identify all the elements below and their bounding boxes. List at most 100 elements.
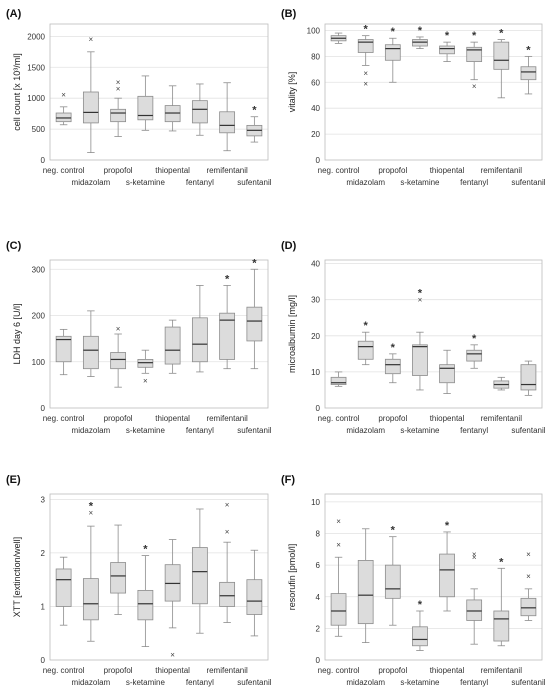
box-iqr [439,364,455,384]
box-plot: ×× [466,550,483,645]
box-iqr [384,358,401,375]
box-plot: * [412,599,428,651]
significance-star: * [499,556,504,568]
box-iqr [137,359,154,368]
significance-star: * [391,342,396,354]
box-plot [520,360,537,396]
outlier-marker: × [143,376,148,385]
panel-d: (D) 0 10 20 30 40 microalbumin [mg/l] neg. cont… [281,240,546,435]
outlier-marker: × [336,517,341,526]
significance-star: * [418,25,423,37]
x-category-label: thiopental [155,166,190,175]
x-category-label: s-ketamine [400,178,440,187]
outlier-marker: × [526,550,531,559]
box-plot [55,328,72,376]
box-plot [357,528,374,644]
box-plot: × [164,539,181,660]
significance-star: * [252,257,257,269]
significance-star: * [472,333,477,345]
box-iqr [55,335,72,363]
significance-star: * [526,44,531,56]
panel-c: (C) 0 100 200 300 LDH day 6 [U/l] neg. control… [6,240,272,435]
box-iqr [384,44,401,61]
y-tick-label: 0 [316,156,321,165]
y-tick-label: 300 [32,265,46,274]
outlier-marker: × [61,90,66,99]
box-iqr [219,312,236,360]
x-category-label: thiopental [430,666,465,675]
y-tick-label: 500 [32,125,46,134]
box-iqr [110,562,127,594]
y-tick-label: 2 [41,549,46,558]
x-category-label: neg. control [43,666,85,675]
y-axis-title: vitality [%] [287,72,297,113]
significance-star: * [391,525,396,537]
x-category-label: neg. control [318,414,360,423]
outlier-marker: × [526,572,531,581]
panel-label: (A) [6,8,22,20]
y-tick-label: 2000 [27,32,45,41]
box-plot: ×× [330,517,347,637]
box-iqr [82,91,99,124]
significance-star: * [499,28,504,40]
x-category-label: sufentanil [237,426,271,435]
box-plot: ×* [412,288,428,391]
box-plot: * [357,320,374,366]
box-plot: × [110,324,127,388]
x-category-label: neg. control [43,166,85,175]
y-tick-label: 40 [311,260,320,269]
outlier-marker: × [116,78,121,87]
x-category-label: neg. control [43,414,85,423]
x-category-label: fentanyl [186,678,214,687]
box-iqr [493,41,510,70]
outlier-marker: × [472,550,477,559]
x-category-label: fentanyl [460,678,488,687]
box-plot: × [55,90,72,126]
x-category-label: sufentanil [237,678,271,687]
y-tick-label: 20 [311,332,320,341]
significance-star: * [252,105,257,117]
x-category-label: fentanyl [186,426,214,435]
y-tick-label: 0 [316,404,321,413]
y-axis-title: resorufin [pmol/l] [287,544,297,611]
box-iqr [110,108,127,123]
y-axis-title: microalbumin [mg/l] [287,295,297,373]
significance-star: * [143,544,148,556]
x-category-label: propofol [104,414,133,423]
x-category-label: fentanyl [186,178,214,187]
x-category-label: remifentanil [206,414,248,423]
box-plot: * [439,30,455,62]
panel-label: (D) [281,240,297,252]
box-plot: * [384,525,401,626]
x-category-label: s-ketamine [126,178,166,187]
y-tick-label: 3 [41,495,46,504]
x-category-label: midazolam [72,178,111,187]
box-iqr [466,599,483,621]
outlier-marker: × [472,82,477,91]
y-tick-label: 80 [311,52,320,61]
x-category-label: sufentanil [511,678,545,687]
x-category-label: propofol [378,414,407,423]
box-plot [330,371,347,387]
significance-star: * [225,273,230,285]
significance-star: * [418,288,423,300]
box-iqr [330,593,347,626]
y-tick-label: 0 [41,656,46,665]
outlier-marker: × [116,324,121,333]
x-category-label: s-ketamine [126,426,166,435]
y-tick-label: 40 [311,104,320,113]
box-plot: ×× [219,501,236,623]
box-plot [82,310,99,377]
x-category-label: neg. control [318,166,360,175]
outlier-marker: × [89,509,94,518]
outlier-marker: × [418,296,423,305]
y-axis-title: LDH day 6 [U/l] [12,303,22,364]
box-iqr [82,335,99,370]
x-category-label: s-ketamine [400,678,440,687]
outlier-marker: × [116,84,121,93]
box-iqr [82,578,99,621]
box-iqr [466,349,483,362]
panel-f: (F) 0 2 4 6 8 10 resorufin [pmol/l] neg. control… [281,474,546,687]
box-plot: * [246,257,263,370]
box-plot [137,75,154,131]
